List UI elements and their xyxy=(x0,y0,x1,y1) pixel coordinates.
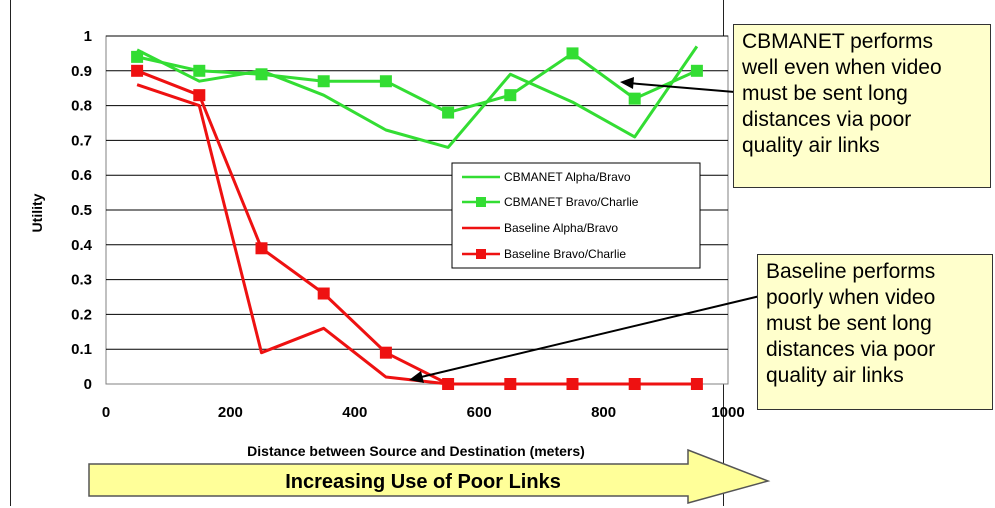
data-point-marker xyxy=(629,93,641,105)
y-axis-title: Utility xyxy=(29,193,45,232)
callout-cbmanet-line: must be sent long xyxy=(742,81,982,107)
data-point-marker xyxy=(131,51,143,63)
data-point-marker xyxy=(691,65,703,77)
y-tick-label: 1 xyxy=(84,28,92,45)
y-tick-label: 0.1 xyxy=(71,341,92,358)
callout-baseline-line: quality air links xyxy=(766,363,984,389)
data-point-marker xyxy=(380,75,392,87)
data-point-marker xyxy=(629,378,641,390)
x-tick-label: 600 xyxy=(467,404,492,421)
callout-baseline-line: must be sent long xyxy=(766,311,984,337)
y-tick-label: 0 xyxy=(84,376,92,393)
x-axis-title: Distance between Source and Destination … xyxy=(247,443,585,459)
legend-label-baseline-alpha-bravo: Baseline Alpha/Bravo xyxy=(504,221,618,235)
data-point-marker xyxy=(318,288,330,300)
data-point-marker xyxy=(256,68,268,80)
y-tick-label: 0.9 xyxy=(71,63,92,80)
data-point-marker xyxy=(131,65,143,77)
x-tick-label: 0 xyxy=(102,404,110,421)
y-tick-label: 0.4 xyxy=(71,237,93,254)
data-point-marker xyxy=(442,378,454,390)
legend: CBMANET Alpha/Bravo CBMANET Bravo/Charli… xyxy=(452,163,700,268)
y-tick-label: 0.5 xyxy=(71,202,92,219)
data-point-marker xyxy=(567,47,579,59)
callout-cbmanet-line: distances via poor xyxy=(742,107,982,133)
legend-label-cbmanet-bravo-charlie: CBMANET Bravo/Charlie xyxy=(504,195,639,209)
y-tick-label: 0.8 xyxy=(71,98,92,115)
legend-marker-baseline-bravo-charlie xyxy=(476,249,486,259)
banner-text: Increasing Use of Poor Links xyxy=(285,471,561,493)
y-tick-labels: 0 0.1 0.2 0.3 0.4 0.5 0.6 0.7 0.8 0.9 1 xyxy=(71,28,93,393)
callout-baseline-line: poorly when video xyxy=(766,285,984,311)
data-point-marker xyxy=(504,378,516,390)
callout-cbmanet-line: well even when video xyxy=(742,55,982,81)
data-point-marker xyxy=(318,75,330,87)
x-tick-label: 1000 xyxy=(711,404,744,421)
x-tick-label: 200 xyxy=(218,404,243,421)
data-point-marker xyxy=(504,89,516,101)
data-point-marker xyxy=(442,107,454,119)
x-tick-labels: 0 200 400 600 800 1000 xyxy=(102,404,745,421)
x-tick-label: 800 xyxy=(591,404,616,421)
data-point-marker xyxy=(256,242,268,254)
legend-marker-cbmanet-bravo-charlie xyxy=(476,197,486,207)
legend-label-baseline-bravo-charlie: Baseline Bravo/Charlie xyxy=(504,247,626,261)
callout-baseline-line: Baseline performs xyxy=(766,259,984,285)
callout-baseline: Baseline performs poorly when video must… xyxy=(757,254,993,410)
callout-cbmanet-line: quality air links xyxy=(742,133,982,159)
data-point-marker xyxy=(193,89,205,101)
data-point-marker xyxy=(691,378,703,390)
y-tick-label: 0.2 xyxy=(71,306,92,323)
callout-cbmanet: CBMANET performs well even when video mu… xyxy=(733,24,991,188)
x-tick-label: 400 xyxy=(342,404,367,421)
data-point-marker xyxy=(380,347,392,359)
y-tick-label: 0.3 xyxy=(71,272,92,289)
legend-label-cbmanet-alpha-bravo: CBMANET Alpha/Bravo xyxy=(504,170,631,184)
y-tick-label: 0.7 xyxy=(71,132,92,149)
callout-cbmanet-line: CBMANET performs xyxy=(742,29,982,55)
callout-baseline-line: distances via poor xyxy=(766,337,984,363)
y-tick-label: 0.6 xyxy=(71,167,92,184)
data-point-marker xyxy=(567,378,579,390)
data-point-marker xyxy=(193,65,205,77)
